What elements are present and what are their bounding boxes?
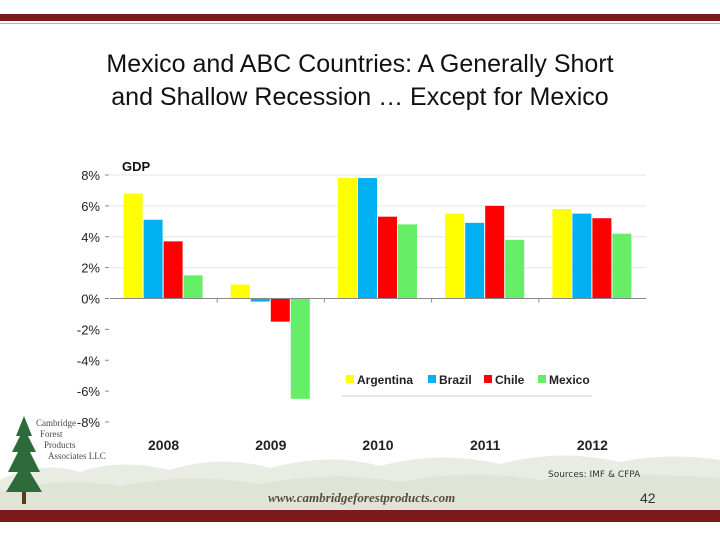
bar-argentina-2010 bbox=[338, 178, 357, 299]
legend-label-chile: Chile bbox=[495, 373, 525, 387]
gdp-bar-chart: 8% 6% 4% 2% 0% -2% -4% -6% -8% GDP 2008 2009 2010 201… bbox=[77, 159, 646, 453]
bar-chile-2009 bbox=[270, 298, 290, 322]
y-tick-label: -6% bbox=[77, 384, 101, 399]
bar-mexico-2008 bbox=[183, 275, 203, 299]
logo-line-2: Forest bbox=[40, 429, 63, 439]
bar-chile-2011 bbox=[485, 205, 505, 299]
y-tick-label: -8% bbox=[77, 415, 101, 430]
x-tick-label: 2011 bbox=[470, 437, 501, 453]
top-accent-line bbox=[0, 23, 720, 24]
page-number: 42 bbox=[640, 490, 656, 506]
website-link[interactable]: www.cambridgeforestproducts.com bbox=[268, 490, 456, 505]
y-tick-label: 0% bbox=[81, 292, 100, 307]
y-tick-label: -4% bbox=[77, 353, 101, 368]
bar-brazil-2010 bbox=[358, 178, 377, 299]
bar-argentina-2008 bbox=[123, 193, 143, 299]
y-tick-label: 4% bbox=[81, 230, 100, 245]
y-tick-label: 6% bbox=[81, 199, 100, 214]
slide-title-line-1: Mexico and ABC Countries: A Generally Sh… bbox=[106, 50, 614, 78]
bar-chile-2008 bbox=[163, 241, 183, 299]
legend-label-mexico: Mexico bbox=[549, 373, 590, 387]
legend-label-argentina: Argentina bbox=[357, 373, 413, 387]
pine-tree-logo-icon bbox=[6, 416, 42, 504]
landscape-hills-decoration bbox=[0, 455, 720, 512]
legend-swatch-mexico bbox=[538, 375, 546, 383]
bottom-accent-bar bbox=[0, 510, 720, 522]
bar-mexico-2012 bbox=[612, 233, 632, 299]
x-tick-label: 2008 bbox=[148, 437, 179, 453]
bar-mexico-2010 bbox=[398, 224, 417, 299]
bar-brazil-2012 bbox=[572, 213, 592, 299]
x-tick-label: 2012 bbox=[577, 437, 608, 453]
bar-mexico-2011 bbox=[505, 239, 525, 299]
bar-argentina-2011 bbox=[445, 213, 465, 299]
bar-mexico-2009 bbox=[290, 298, 310, 399]
legend-box bbox=[342, 364, 592, 396]
slide-title: Mexico and ABC Countries: A Generally Sh… bbox=[30, 48, 690, 114]
bar-chile-2010 bbox=[378, 216, 397, 299]
y-tick-label: -2% bbox=[77, 322, 101, 337]
legend-swatch-argentina bbox=[346, 375, 354, 383]
x-tick-label: 2010 bbox=[362, 437, 393, 453]
bar-brazil-2008 bbox=[143, 219, 163, 299]
legend-swatch-brazil bbox=[428, 375, 436, 383]
legend-label-brazil: Brazil bbox=[439, 373, 472, 387]
bar-brazil-2011 bbox=[465, 222, 485, 299]
bar-argentina-2009 bbox=[230, 284, 250, 299]
y-tick-label: 2% bbox=[81, 261, 100, 276]
top-accent-bar bbox=[0, 14, 720, 21]
y-tick-label: 8% bbox=[81, 168, 100, 183]
chart-title: GDP bbox=[122, 159, 151, 174]
logo-line-4: Associates LLC bbox=[48, 451, 106, 461]
logo-line-3: Products bbox=[44, 440, 76, 450]
sources-note: Sources: IMF & CFPA bbox=[548, 470, 641, 480]
bar-argentina-2012 bbox=[552, 208, 572, 299]
bar-brazil-2009 bbox=[250, 298, 270, 302]
legend-swatch-chile bbox=[484, 375, 492, 383]
logo-line-1: Cambridge bbox=[36, 418, 76, 428]
x-tick-label: 2009 bbox=[255, 437, 286, 453]
company-logo-text: Cambridge Forest Products Associates LLC bbox=[36, 418, 106, 462]
slide-title-line-2: and Shallow Recession … Except for Mexic… bbox=[111, 83, 609, 111]
bar-chile-2012 bbox=[592, 218, 612, 299]
